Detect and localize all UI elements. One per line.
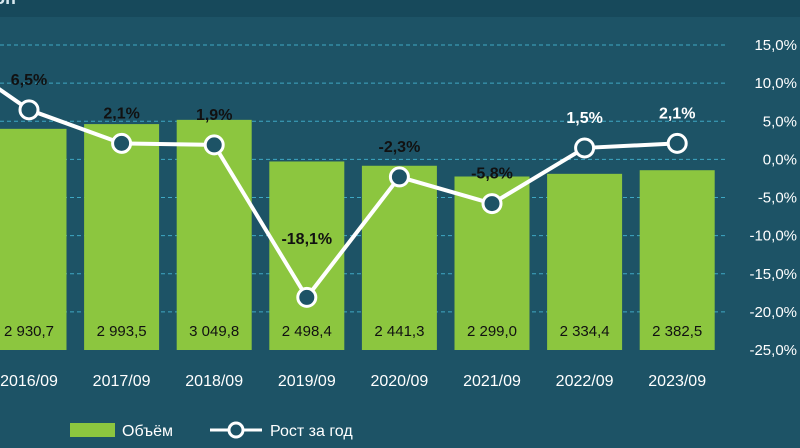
y-tick-label: -20,0% [749,304,797,321]
legend-line-marker [227,421,245,439]
bar [176,119,252,350]
legend-bar-swatch [70,423,115,437]
bar [639,170,715,350]
legend: Объём Рост за год [70,421,353,440]
x-tick-label: 2017/09 [93,373,151,390]
growth-marker [666,132,688,154]
y-tick-label: 5,0% [763,113,797,130]
y-tick-label: -15,0% [749,266,797,283]
growth-marker [111,132,133,154]
growth-label: 2,1% [103,105,139,122]
bars [0,119,715,350]
x-tick-label: 2016/09 [0,373,58,390]
growth-marker [18,99,40,121]
x-tick-label: 2021/09 [463,373,521,390]
bar-value-label: 2 498,4 [282,323,332,340]
bar-value-labels: 2 930,7 2 993,5 3 049,8 2 498,4 2 441,3 2 299… [4,323,702,340]
growth-marker [574,137,596,159]
growth-label: 6,5% [11,72,47,89]
y-tick-label: 10,0% [754,75,797,92]
bar-value-label: 2 299,0 [467,323,517,340]
bar-value-label: 3 049,8 [189,323,239,340]
y-tick-label: 0,0% [763,151,797,168]
y-tick-label: -10,0% [749,228,797,245]
bar-value-label: 2 382,5 [652,323,702,340]
bar [84,124,160,350]
title-band [0,0,800,17]
growth-label: -18,1% [281,231,332,248]
growth-label: 1,5% [566,110,602,127]
bar [547,173,623,350]
x-tick-label: 2023/09 [648,373,706,390]
growth-line-group [0,87,688,308]
x-tick-label: 2019/09 [278,373,336,390]
x-axis-ticks: 2016/09 2017/09 2018/09 2019/09 2020/09 2021/… [0,373,706,390]
x-tick-label: 2020/09 [370,373,428,390]
growth-label: 1,9% [196,107,232,124]
bar-value-label: 2 334,4 [560,323,610,340]
y-tick-label: -5,0% [758,190,797,207]
y-axis-ticks: 15,0% 10,0% 5,0% 0,0% -5,0% -10,0% -15,0% -20,0… [749,37,797,359]
growth-label: -5,8% [471,166,513,183]
bar-value-label: 2 441,3 [374,323,424,340]
growth-marker [388,166,410,188]
growth-marker [481,193,503,215]
chart-title: бн [0,0,16,9]
bar [0,128,67,350]
legend-bar-label: Объём [122,423,173,440]
growth-label: 2,1% [659,105,695,122]
bar-value-label: 2 930,7 [4,323,54,340]
bar-value-label: 2 993,5 [97,323,147,340]
x-tick-label: 2022/09 [556,373,614,390]
y-tick-label: 15,0% [754,37,797,54]
growth-label: -2,3% [379,139,421,156]
legend-line-label: Рост за год [270,423,353,440]
growth-marker [203,134,225,156]
x-tick-label: 2018/09 [185,373,243,390]
bar [361,165,437,350]
growth-marker [296,286,318,308]
y-tick-label: -25,0% [749,342,797,359]
growth-labels: 6,5% 2,1% 1,9% -18,1% -2,3% -5,8% 1,5% 2,1% [11,72,696,248]
